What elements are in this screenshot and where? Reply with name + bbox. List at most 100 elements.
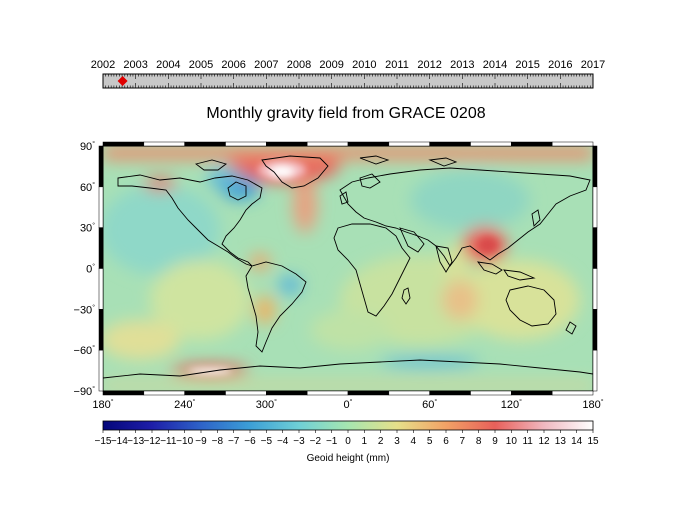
longitude-label: 240° [174,398,195,411]
map-border-segment [551,141,594,147]
latitude-label: −30° [74,303,96,316]
map-border-segment [592,227,598,269]
timeline-year-label: 2012 [417,59,441,71]
timeline-year-label: 2006 [221,59,245,71]
colorbar-tick-label: 8 [476,436,482,447]
geoid-field [103,146,593,391]
map-border-segment [184,390,226,396]
colorbar-tick-label: 12 [538,436,550,447]
map-border-segment [266,141,308,147]
timeline-year-label: 2009 [319,59,343,71]
latitude-label: −90° [74,385,96,398]
longitude-labels: 180° 240° 300° 0° 60° 120° 180° [92,398,603,411]
map-border-segment [102,141,145,147]
latitude-labels: 90° 60° 30° 0° −30° −60° −90° [74,140,96,398]
colorbar-tick-label: −4 [277,436,289,447]
colorbar-tick-label: 9 [492,436,498,447]
colorbar-tick-label: 13 [555,436,567,447]
timeline-year-label: 2010 [352,59,376,71]
colorbar-tick-label: 15 [587,436,599,447]
map-border-segment [388,141,430,147]
timeline-year-label: 2002 [91,59,115,71]
map-border-segment [347,141,390,147]
map-border-segment [511,390,553,396]
colorbar-tick-label: −15 [95,436,112,447]
timeline-year-label: 2008 [287,59,311,71]
longitude-label: 60° [422,398,437,411]
map-border-segment [98,268,104,310]
timeline-year-label: 2013 [450,59,474,71]
map-border-segment [143,141,185,147]
timeline-year-label: 2003 [123,59,147,71]
map-border-segment [388,390,430,396]
colorbar-tick-label: −8 [212,436,224,447]
map-border-segment [429,390,471,396]
latitude-label: 30° [80,222,95,235]
map-border-segment [347,390,390,396]
timeline-ticks [102,74,594,88]
colorbar-tick-label: −1 [326,436,338,447]
map-border-segment [266,390,308,396]
map-border-ticks [98,141,598,396]
latitude-label: 0° [86,263,95,276]
timeline-year-labels: 2002 2003 2004 2005 2006 2007 2008 2009 2010 2011… [91,59,605,71]
map-border-segment [470,390,512,396]
colorbar-label: Geoid height (mm) [307,453,390,464]
colorbar-tick-label: −14 [111,436,128,447]
timeline-year-label: 2016 [548,59,572,71]
colorbar-tick-label: 6 [443,436,449,447]
map-border-segment [102,390,145,396]
timeline: 2002 2003 2004 2005 2006 2007 2008 2009 2010 2011… [91,59,605,89]
longitude-label: 120° [501,398,522,411]
map: 90° 60° 30° 0° −30° −60° −90° 180° 240° 300° 0° 60… [74,140,604,411]
colorbar-tick-label: −9 [195,436,207,447]
map-border-segment [306,141,349,147]
timeline-year-label: 2015 [515,59,539,71]
colorbar-tick-label: −11 [160,436,177,447]
colorbar-tick-label: −3 [293,436,305,447]
latitude-label: −60° [74,344,96,357]
map-border-segment [511,141,553,147]
latitude-label: 90° [80,140,95,153]
longitude-label: 180° [582,398,603,411]
coastlines [103,155,593,379]
map-border-segment [98,309,104,351]
colorbar: −15 −14 −13 −12 −11 −10 −9 −8 −7 −6 −5 −4 −3 −2 −1 0 1 2 3… [95,420,599,464]
colorbar-tick-label: −5 [261,436,273,447]
longitude-label: 180° [92,398,113,411]
map-title: Monthly gravity field from GRACE 0208 [206,105,485,122]
colorbar-tick-label: 10 [506,436,518,447]
map-border-segment [98,227,104,269]
map-border-segment [225,390,267,396]
colorbar-tick-label: 2 [378,436,384,447]
colorbar-tick-label: 7 [460,436,466,447]
map-border-segment [225,141,267,147]
colorbar-tick-label: −2 [310,436,322,447]
colorbar-tick-label: 1 [362,436,368,447]
map-border-segment [98,186,104,228]
map-border-segment [592,309,598,351]
timeline-year-label: 2011 [385,59,409,71]
timeline-year-label: 2014 [483,59,507,71]
colorbar-tick-label: 5 [427,436,433,447]
map-border-segment [592,268,598,310]
map-border-segment [470,141,512,147]
map-border-segment [98,349,104,392]
map-border-segment [592,145,598,188]
timeline-year-label: 2005 [189,59,213,71]
colorbar-tick-label: −6 [244,436,256,447]
colorbar-tick-label: 4 [411,436,417,447]
colorbar-tick-label: −10 [176,436,193,447]
colorbar-tick-label: 14 [571,436,583,447]
map-border-segment [429,141,471,147]
colorbar-tick-label: 0 [345,436,351,447]
map-border-segment [592,186,598,228]
timeline-marker[interactable] [117,76,128,86]
timeline-year-label: 2007 [254,59,278,71]
map-border-segment [98,145,104,188]
colorbar-tick-label: 11 [522,436,533,447]
colorbar-tick-label: −12 [144,436,161,447]
colorbar-tick-label: −7 [228,436,240,447]
colorbar-ticks: −15 −14 −13 −12 −11 −10 −9 −8 −7 −6 −5 −4 −3 −2 −1 0 1 2 3… [95,430,599,447]
